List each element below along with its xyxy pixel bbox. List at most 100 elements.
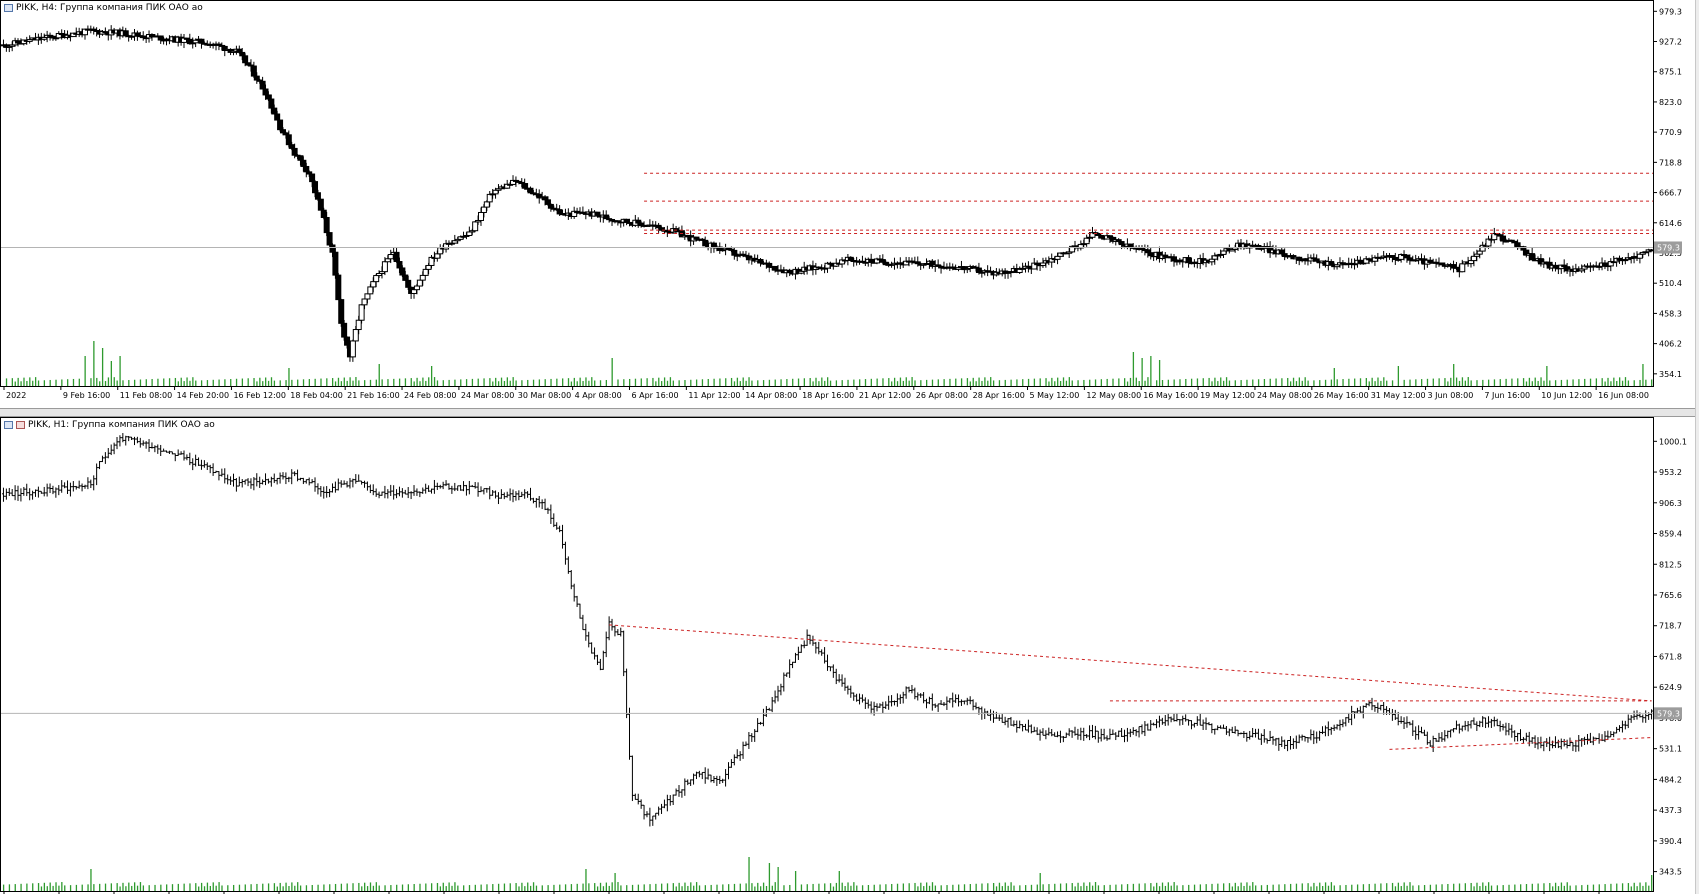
h4-volume-bar [32,380,34,386]
h4-volume-bar [611,358,613,386]
h1-volume-bar [1272,884,1274,891]
h4-chart-canvas[interactable]: 979.3 927.2 875.1 823.0 770.9 718.8 666.7 614.6… [0,0,1699,408]
h4-volume-bar [835,380,838,386]
h1-volume-bar [183,883,185,891]
h4-volume-bar [308,379,310,386]
h4-volume-bar [1016,379,1018,386]
h1-volume-bar [585,869,587,891]
h4-volume-bar [273,380,276,386]
h4-volume-bar [433,377,436,386]
h4-volume-bar [792,378,794,386]
h1-volume-bar [1019,885,1021,891]
h4-candle-body [425,264,432,270]
h4-volume-bar [1470,380,1472,386]
h4-volume-bar [1094,379,1097,386]
h4-volume-bar [93,341,95,386]
h4-volume-bar [1068,377,1070,386]
h4-volume-bar [672,380,674,386]
h1-plot-frame [0,417,1654,892]
chart-window-icon [4,4,13,12]
h4-volume-bar [20,381,22,386]
h4-volume-bar [949,378,951,386]
h1-volume-bar [1368,883,1370,891]
h1-volume-bar [1188,884,1190,891]
h4-x-tick-label: 24 May 08:00 [1257,391,1312,400]
h4-volume-bar [736,377,739,386]
h4-volume-bar [1004,379,1006,386]
h4-y-tick-label: 770.9 [1659,128,1682,137]
h4-volume-bar [591,377,593,386]
h4-volume-bar [1246,379,1248,386]
panel-separator[interactable] [0,408,1699,417]
h4-volume-bar [1228,380,1231,386]
h1-volume-bar [369,882,372,891]
h4-volume-bar [1202,378,1204,386]
h4-volume-bar [1156,380,1158,386]
h4-candle-body [731,249,738,256]
h4-plot-frame [0,0,1654,387]
h1-volume-bar [1156,882,1158,891]
h4-volume-bar [67,379,69,386]
h1-volume-bar [1586,884,1589,891]
h4-volume-bar [570,381,573,386]
h1-volume-bar [1077,882,1079,891]
h1-volume-bar [1339,885,1341,891]
h4-volume-bar [757,380,759,386]
h4-volume-bar [206,380,209,386]
h1-volume-bar [1065,883,1068,891]
h1-volume-bar [110,883,112,891]
h4-volume-bar [1234,380,1236,386]
h4-volume-bar [186,377,188,386]
h4-volume-bar [14,381,16,386]
h4-current-price-label: 579.3 [1657,243,1680,252]
h1-volume-bar [1059,883,1062,891]
h4-volume-bar [364,380,366,386]
h1-volume-bar [1473,886,1475,891]
h1-volume-bar [783,885,785,891]
h4-volume-bar [230,379,232,386]
h4-volume-bar [926,379,928,386]
h1-chart-canvas[interactable]: 1000.1 953.2 906.3 859.4 812.5 765.6 718.7 671.… [0,417,1699,894]
h1-volume-bar [716,884,718,891]
h4-volume-bar [1039,378,1041,386]
h1-volume-bar [1592,884,1595,891]
h4-volume-bar [471,378,474,386]
h4-volume-bar [797,378,800,386]
h1-volume-bar [1621,883,1624,891]
window-scroll-strip[interactable] [1695,0,1699,894]
h4-volume-bar [1240,380,1242,386]
h1-volume-bar [1330,882,1333,891]
h1-volume-bar [1307,883,1309,891]
h4-volume-bar [661,381,663,386]
h4-candle-body [355,319,362,331]
h1-volume-bar [448,882,450,891]
h1-volume-bar [774,882,776,891]
h1-volume-bar [1345,884,1347,891]
h1-volume-bar [643,884,645,891]
h1-volume-bar [1380,883,1382,891]
h4-volume-bar [1342,379,1344,386]
h1-volume-bar [195,883,197,891]
h1-volume-bar [1554,882,1557,891]
h4-volume-bar [809,378,811,386]
h4-volume-bar [1211,381,1213,386]
h4-volume-bar [585,377,587,386]
h1-volume-bar [1630,886,1632,891]
h4-volume-bar [1613,377,1615,386]
h1-volume-bar [739,883,741,891]
h1-volume-bar [273,883,276,891]
h4-candle-body [352,329,359,342]
h4-chart-panel[interactable]: 979.3 927.2 875.1 823.0 770.9 718.8 666.7 614.6… [0,0,1699,408]
h4-volume-bar [984,377,986,386]
h4-volume-bar [1124,378,1126,386]
h4-volume-bar [253,378,255,386]
h4-volume-bar [556,378,558,386]
h1-volume-bar [232,884,235,891]
h1-volume-bar [1409,882,1411,891]
h4-volume-bar [1089,379,1091,386]
h4-y-tick-label: 614.6 [1659,219,1682,228]
h4-volume-bar [430,366,433,386]
h1-chart-panel[interactable]: 1000.1 953.2 906.3 859.4 812.5 765.6 718.7 671.… [0,417,1699,894]
h4-volume-bar [1642,364,1644,386]
h1-volume-bar [26,883,28,891]
